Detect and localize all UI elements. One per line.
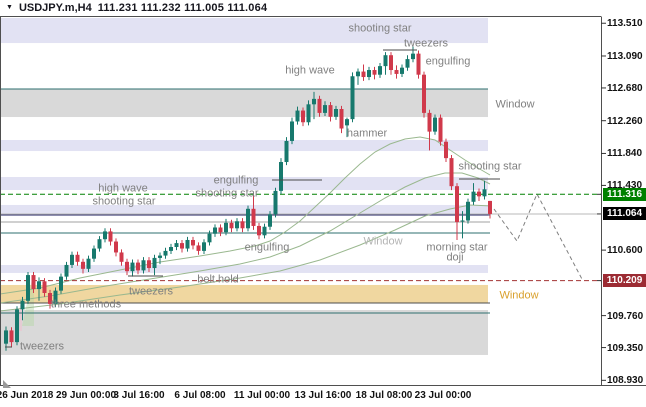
price-tick-label: 111.840: [607, 148, 643, 160]
ma-slow: [0, 204, 493, 312]
price-tick-label: 111.430: [607, 180, 643, 192]
time-tick-label: 6 Jul 08:00: [174, 390, 226, 401]
price-tick-marks: [597, 22, 606, 381]
forecast-zigzag: [493, 192, 584, 282]
time-tick-label: 18 Jul 08:00: [355, 390, 413, 401]
price-tick-label: 110.600: [607, 245, 643, 257]
support-resistance-lines: [0, 88, 490, 314]
pattern-marker-lines: [5, 49, 500, 348]
time-tick-label: 23 Jul 00:00: [414, 390, 472, 401]
price-tick-label: 108.930: [607, 375, 644, 387]
price-axis[interactable]: 113.510 113.090 112.680 112.260 111.840 111.4…: [602, 17, 646, 387]
chart-titlebar: ▼ USDJPY.m,H4 111.231 111.232 111.005 11…: [0, 0, 646, 16]
time-tick-label: 13 Jul 16:00: [294, 390, 352, 401]
price-tick-label: 112.260: [607, 115, 643, 127]
time-tick-label: 11 Jul 00:00: [233, 390, 291, 401]
time-tick-label: 26 Jun 2018: [0, 390, 54, 401]
time-axis[interactable]: 26 Jun 2018 29 Jun 00:00 3 Jul 16:00 6 Jul …: [0, 386, 646, 406]
price-tick-label: 109.350: [607, 342, 644, 354]
support-level-badge: 110.209: [603, 274, 646, 288]
resistance-level-badge: 111.316: [603, 187, 646, 201]
time-tick-label: 29 Jun 00:00: [55, 390, 117, 401]
price-tick-label: 112.680: [607, 82, 643, 94]
window-bands: [0, 18, 488, 355]
scroll-position-icon: [3, 380, 11, 388]
symbol-dropdown-icon[interactable]: ▼: [6, 3, 13, 11]
symbol-period-label: USDJPY.m,H4: [18, 2, 92, 14]
price-tick-label: 109.760: [607, 310, 644, 322]
price-tick-label: 113.090: [607, 50, 643, 62]
time-tick-label: 3 Jul 16:00: [113, 390, 165, 401]
price-tick-label: 113.510: [607, 18, 643, 30]
ohlc-values: 111.231 111.232 111.005 111.064: [97, 2, 268, 14]
bid-price-badge: 111.064: [603, 207, 646, 221]
candlesticks: [4, 46, 492, 351]
alert-dashed-lines: [0, 193, 601, 282]
ma-mid: [0, 172, 491, 304]
